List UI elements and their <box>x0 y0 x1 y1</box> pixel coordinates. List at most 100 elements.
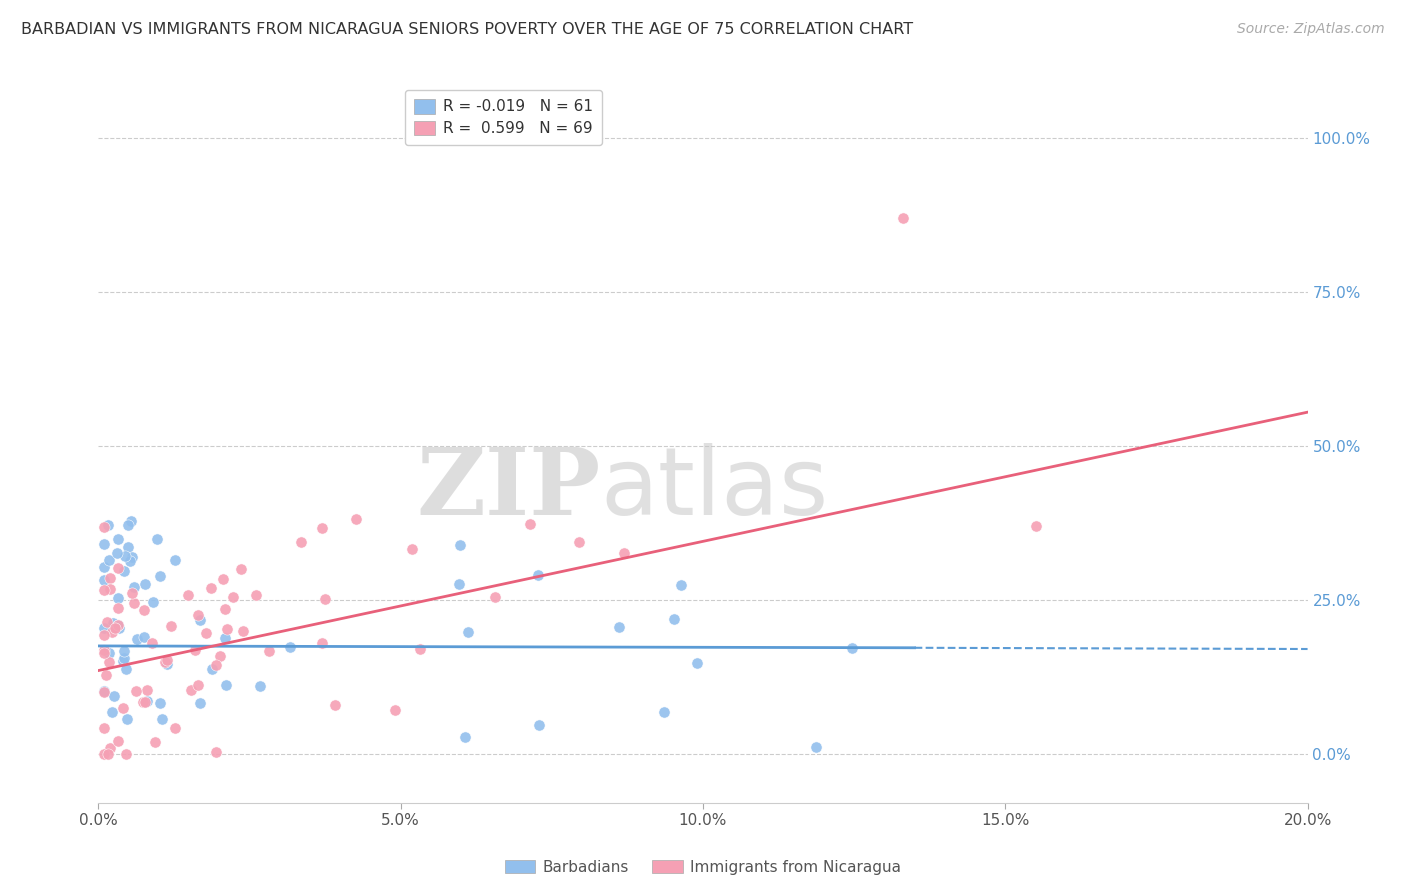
Point <box>96 668 118 682</box>
Point <box>176 588 198 602</box>
Point <box>652 706 675 720</box>
Point <box>112 651 135 665</box>
Point <box>122 596 145 610</box>
Point <box>93 537 115 551</box>
Legend: Barbadians, Immigrants from Nicaragua: Barbadians, Immigrants from Nicaragua <box>499 854 907 880</box>
Point <box>98 740 121 755</box>
Point <box>93 582 115 597</box>
Point <box>449 539 471 553</box>
Point <box>669 578 692 592</box>
Point <box>121 549 143 564</box>
Point <box>107 591 129 606</box>
Point <box>115 661 138 675</box>
Point <box>165 552 187 566</box>
Point <box>311 636 333 650</box>
Point <box>1024 519 1046 533</box>
Point <box>117 540 139 554</box>
Point <box>107 621 129 635</box>
Point <box>100 625 122 640</box>
Point <box>93 573 115 587</box>
Point <box>111 700 134 714</box>
Point <box>149 696 172 710</box>
Point <box>188 613 211 627</box>
Point <box>93 685 115 699</box>
Point <box>323 698 346 712</box>
Point <box>97 646 120 660</box>
Point <box>107 618 129 632</box>
Point <box>607 620 630 634</box>
Point <box>222 590 245 604</box>
Point <box>117 517 139 532</box>
Point <box>93 646 115 660</box>
Point <box>134 577 156 591</box>
Point <box>201 662 224 676</box>
Point <box>141 636 163 650</box>
Point <box>401 542 423 557</box>
Point <box>215 677 238 691</box>
Point <box>314 591 336 606</box>
Point <box>187 678 209 692</box>
Point <box>135 683 157 698</box>
Point <box>159 619 181 633</box>
Point <box>121 586 143 600</box>
Point <box>98 655 121 669</box>
Point <box>97 517 120 532</box>
Point <box>232 624 254 639</box>
Point <box>205 745 228 759</box>
Point <box>104 621 127 635</box>
Point <box>120 514 142 528</box>
Point <box>101 706 124 720</box>
Point <box>93 621 115 635</box>
Point <box>152 712 174 726</box>
Point <box>93 747 115 761</box>
Point <box>107 617 129 632</box>
Point <box>149 568 172 582</box>
Point <box>156 653 179 667</box>
Point <box>143 735 166 749</box>
Point <box>107 532 129 546</box>
Point <box>93 721 115 735</box>
Point <box>134 695 156 709</box>
Point <box>111 654 134 668</box>
Point <box>527 567 550 582</box>
Point <box>249 679 271 693</box>
Point <box>98 571 121 585</box>
Point <box>97 747 120 761</box>
Point <box>200 581 222 595</box>
Point <box>344 512 367 526</box>
Point <box>114 549 136 563</box>
Point <box>93 520 115 534</box>
Point <box>101 615 124 630</box>
Point <box>153 655 176 669</box>
Point <box>124 684 146 698</box>
Point <box>112 564 135 578</box>
Point <box>98 582 121 596</box>
Point <box>188 696 211 710</box>
Point <box>142 595 165 609</box>
Point <box>278 640 301 655</box>
Point <box>98 553 121 567</box>
Point <box>124 580 146 594</box>
Point <box>290 534 312 549</box>
Point <box>311 521 333 535</box>
Point <box>118 554 141 568</box>
Point <box>132 695 155 709</box>
Point <box>519 517 541 532</box>
Text: BARBADIAN VS IMMIGRANTS FROM NICARAGUA SENIORS POVERTY OVER THE AGE OF 75 CORREL: BARBADIAN VS IMMIGRANTS FROM NICARAGUA S… <box>21 22 914 37</box>
Point <box>114 747 136 761</box>
Point <box>662 612 685 626</box>
Point <box>103 689 125 703</box>
Point <box>135 694 157 708</box>
Point <box>214 602 236 616</box>
Point <box>93 643 115 657</box>
Point <box>484 590 506 604</box>
Point <box>184 642 207 657</box>
Point <box>112 644 135 658</box>
Point <box>212 573 235 587</box>
Point <box>100 618 122 632</box>
Point <box>217 623 239 637</box>
Point <box>204 658 226 673</box>
Point <box>568 535 591 549</box>
Point <box>107 734 129 748</box>
Point <box>187 607 209 622</box>
